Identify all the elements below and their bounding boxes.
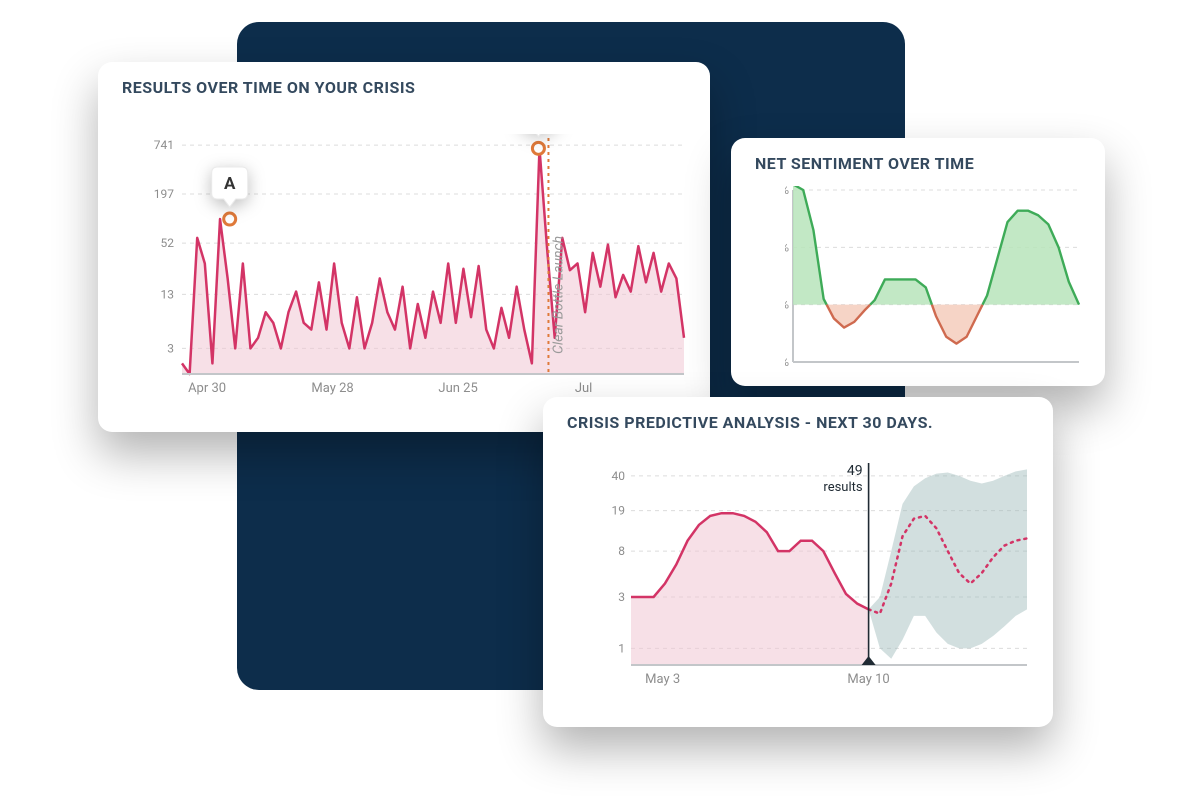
svg-text:100%: 100% [785, 186, 789, 197]
svg-text:19: 19 [612, 504, 626, 518]
svg-text:-50%: -50% [785, 355, 789, 366]
svg-text:May 10: May 10 [847, 672, 889, 687]
svg-text:49: 49 [847, 463, 863, 479]
panel-title: RESULTS OVER TIME ON YOUR CRISIS [122, 78, 415, 97]
svg-text:8: 8 [618, 544, 625, 558]
svg-text:Clear Bottle Launch: Clear Bottle Launch [550, 236, 566, 354]
svg-text:3: 3 [167, 341, 174, 355]
svg-text:May 28: May 28 [311, 381, 353, 396]
panel-net-sentiment: NET SENTIMENT OVER TIME 100% 50% 0% -50% [731, 138, 1105, 386]
svg-text:Jun 25: Jun 25 [438, 381, 477, 396]
svg-text:1: 1 [618, 641, 625, 655]
svg-text:May 3: May 3 [645, 672, 680, 687]
svg-text:50%: 50% [785, 240, 789, 254]
svg-text:3: 3 [618, 590, 625, 604]
stage: RESULTS OVER TIME ON YOUR CRISIS 3135219… [0, 0, 1201, 801]
svg-text:197: 197 [154, 187, 174, 201]
svg-text:A: A [224, 174, 236, 194]
panel-title: NET SENTIMENT OVER TIME [755, 154, 974, 173]
panel-crisis-predictive: CRISIS PREDICTIVE ANALYSIS - NEXT 30 DAY… [543, 397, 1053, 727]
svg-text:0%: 0% [785, 298, 789, 312]
svg-text:Apr 30: Apr 30 [188, 381, 226, 396]
chart-net-sentiment: 100% 50% 0% -50% [785, 186, 1085, 366]
svg-text:741: 741 [154, 138, 174, 152]
svg-text:Jul: Jul [575, 381, 593, 396]
chart-results-over-time: 31352197741Clear Bottle LaunchABApr 30Ma… [148, 134, 688, 394]
panel-title: CRISIS PREDICTIVE ANALYSIS - NEXT 30 DAY… [567, 413, 933, 432]
chart-crisis-predictive: 1 3 8 19 40 49results May 3 May 10 [601, 457, 1031, 689]
svg-text:results: results [823, 480, 862, 495]
svg-text:52: 52 [161, 236, 175, 250]
panel-results-over-time: RESULTS OVER TIME ON YOUR CRISIS 3 13 52 19… [98, 62, 710, 432]
svg-text:40: 40 [612, 469, 626, 483]
svg-text:13: 13 [161, 287, 175, 301]
